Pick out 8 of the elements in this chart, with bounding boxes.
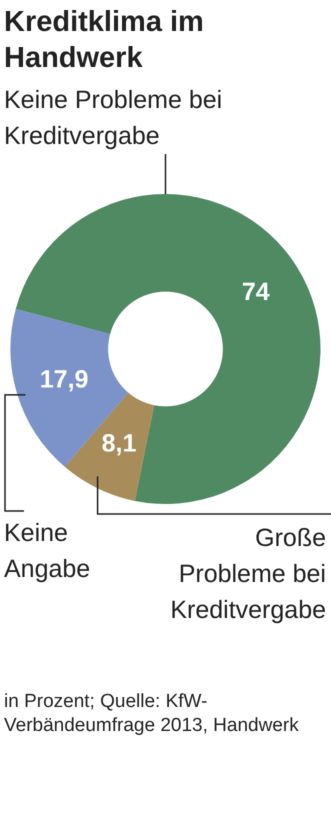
slice-label: Keine Probleme bei Kreditvergabe — [4, 86, 222, 150]
text: in Prozent; Quelle: KfW-Verbändeumfrage 2013, Handwerk — [3, 690, 300, 738]
slice-label: Keine Angabe — [4, 519, 90, 583]
slice-label: Große Probleme bei Kreditvergabe — [170, 524, 326, 624]
data-label: 74 — [242, 278, 270, 306]
data-label: 8,1 — [102, 429, 136, 458]
data-label: 17,9 — [40, 365, 88, 394]
chart-title: Kreditklima im Handwerk — [3, 5, 205, 76]
